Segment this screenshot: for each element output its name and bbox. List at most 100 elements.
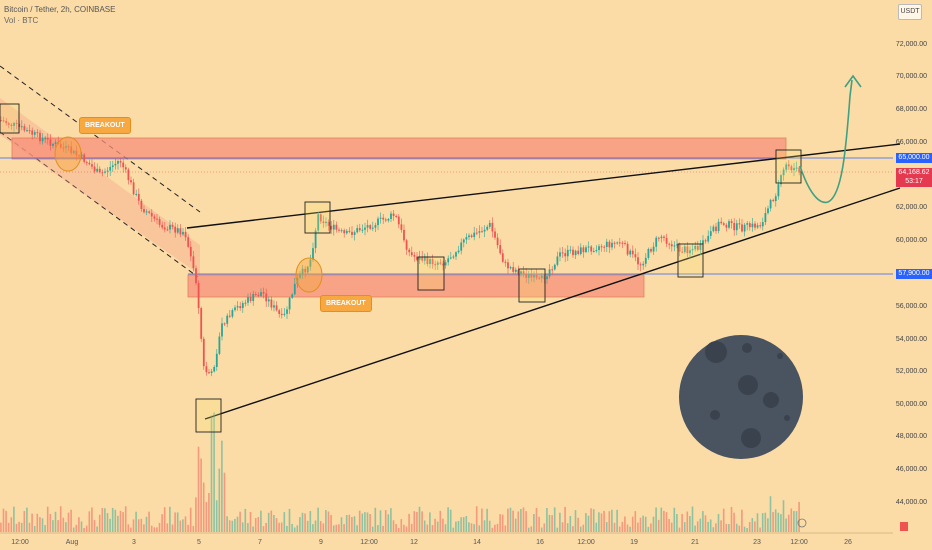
volume-bar: [730, 506, 733, 532]
candle-body: [23, 126, 26, 131]
volume-bar: [759, 527, 761, 532]
volume-bar: [231, 520, 234, 532]
volume-bar: [54, 511, 57, 532]
volume-bar: [325, 510, 327, 532]
symbol-title[interactable]: Bitcoin / Tether, 2h, COINBASE: [4, 5, 116, 14]
volume-bar: [780, 514, 782, 532]
candle-body: [629, 250, 632, 255]
candle-body: [93, 166, 96, 172]
candle-body: [392, 213, 395, 216]
volume-bar: [117, 515, 119, 532]
volume-bar: [184, 516, 187, 532]
volume-bar: [655, 507, 657, 532]
scale-settings-icon[interactable]: [797, 518, 807, 528]
volume-bar: [533, 514, 535, 532]
candle-body: [442, 263, 444, 266]
volume-bar: [668, 518, 670, 532]
volume-bar: [540, 527, 543, 532]
volume-bar: [265, 522, 267, 532]
candle-body: [787, 164, 790, 167]
candle-body: [340, 230, 343, 232]
volume-bar: [577, 517, 579, 532]
volume-bar: [338, 524, 340, 532]
volume-bar: [618, 526, 621, 532]
candle-body: [774, 196, 777, 202]
volume-bar: [585, 513, 587, 532]
candle-body: [299, 274, 301, 278]
candle-body: [228, 315, 231, 317]
tradingview-logo-icon[interactable]: [900, 522, 908, 531]
wedge-lower-line[interactable]: [204, 187, 901, 420]
breakout-circle-top[interactable]: [54, 136, 82, 172]
candle-body: [717, 221, 720, 232]
candle-body: [356, 228, 359, 233]
candle-body: [504, 261, 507, 263]
highlight-boxes[interactable]: [0, 103, 802, 433]
support-zone[interactable]: [187, 274, 645, 298]
candle-body: [793, 168, 795, 171]
candle-body: [431, 259, 434, 265]
volume-bar: [57, 520, 59, 532]
volume-bar: [795, 511, 798, 532]
volume-bar: [239, 511, 241, 532]
volume-bar: [174, 512, 176, 532]
candle-body: [421, 256, 424, 261]
volume-bar: [223, 472, 226, 532]
volume-bar: [691, 506, 694, 532]
candle-body: [179, 228, 182, 235]
currency-button[interactable]: USDT: [898, 4, 922, 20]
candle-body: [694, 245, 697, 250]
volume-bar: [647, 526, 650, 532]
volume-bar: [114, 509, 117, 532]
time-tick-label: 12:00: [577, 539, 595, 546]
breakout-circle-mid[interactable]: [295, 257, 323, 293]
candle-body: [10, 124, 13, 126]
candle-body: [725, 224, 728, 228]
candle-body: [171, 224, 174, 227]
volume-bar: [592, 509, 595, 532]
projection-path[interactable]: [799, 79, 853, 204]
candle-body: [197, 283, 200, 309]
volume-bar: [361, 513, 364, 532]
candle-body: [644, 257, 647, 264]
candle-body: [439, 262, 442, 264]
volume-bar: [356, 525, 358, 532]
candle-body: [257, 294, 260, 296]
candle-body: [707, 235, 710, 242]
candle-body: [436, 262, 439, 265]
volume-bar: [26, 507, 28, 532]
candle-body: [15, 123, 18, 125]
breakout-callout-mid[interactable]: BREAKOUT: [320, 295, 372, 312]
candle-body: [114, 163, 117, 166]
volume-bar: [145, 516, 148, 532]
volume-bar: [722, 508, 725, 532]
candle-body: [366, 225, 369, 228]
breakout-callout-top[interactable]: BREAKOUT: [79, 117, 131, 134]
candle-body: [561, 252, 564, 254]
volume-bar: [546, 508, 548, 532]
candle-body: [764, 213, 767, 223]
candle-body: [483, 229, 486, 232]
candle-body: [798, 167, 801, 173]
candle-body: [655, 237, 658, 247]
price-tick-label: 46,000.00: [896, 466, 927, 473]
resistance-zone[interactable]: [11, 137, 787, 160]
volume-bar: [587, 515, 590, 532]
volume-bar: [387, 514, 390, 532]
candle-body: [387, 218, 390, 221]
candle-body: [652, 246, 655, 252]
volume-bar: [681, 513, 683, 532]
countdown-tag: 53:17: [896, 177, 932, 187]
volume-bar: [20, 522, 23, 532]
candle-body: [569, 249, 572, 251]
candle-body: [704, 240, 707, 242]
wedge-upper-line[interactable]: [186, 143, 901, 229]
candle-body: [135, 193, 138, 195]
candle-body: [371, 227, 374, 229]
volume-bar: [228, 520, 231, 532]
candle-body: [70, 146, 73, 154]
volume-bar: [65, 522, 67, 532]
volume-bar: [166, 523, 169, 532]
volume-bar: [410, 523, 413, 532]
